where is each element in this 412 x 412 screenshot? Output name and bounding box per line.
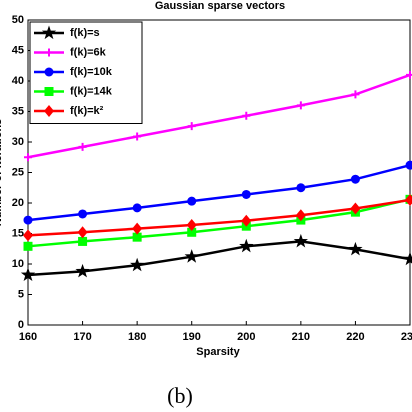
marker	[44, 105, 54, 117]
marker	[348, 241, 363, 256]
y-tick-label: 45	[12, 44, 24, 56]
series-line	[27, 198, 411, 237]
marker	[20, 267, 36, 282]
chart-title: Gaussian sparse vectors	[155, 0, 285, 12]
marker	[133, 132, 142, 141]
y-tick-label: 35	[12, 105, 24, 117]
legend-label: f(k)=10k	[70, 66, 113, 78]
marker	[241, 214, 252, 227]
caption: (b)	[167, 383, 193, 408]
legend-label: f(k)=14k	[70, 85, 113, 97]
x-tick-label: 160	[19, 331, 37, 343]
legend-label: f(k)=k²	[70, 105, 104, 117]
x-tick-label: 170	[73, 331, 91, 343]
x-tick-label: 220	[346, 331, 364, 343]
series-line	[27, 163, 411, 222]
y-tick-label: 50	[12, 14, 24, 26]
marker	[351, 90, 360, 99]
y-tick-label: 10	[12, 258, 24, 270]
marker	[41, 25, 57, 40]
marker	[405, 160, 412, 170]
marker	[239, 238, 254, 253]
marker	[130, 257, 145, 272]
x-tick-label: 210	[292, 331, 310, 343]
marker	[23, 241, 33, 251]
marker	[75, 263, 90, 278]
x-tick-label: 200	[237, 331, 255, 343]
x-tick-label: 230	[401, 331, 412, 343]
marker	[406, 70, 412, 79]
marker	[44, 67, 54, 77]
marker	[132, 203, 142, 213]
marker	[187, 122, 196, 131]
series-line	[27, 198, 411, 248]
marker	[296, 183, 306, 193]
marker	[295, 209, 306, 222]
x-axis-label: Sparsity	[196, 346, 240, 358]
marker	[187, 227, 197, 237]
marker	[187, 196, 197, 206]
y-tick-label: 40	[12, 75, 24, 87]
marker	[293, 233, 308, 248]
y-tick-label: 15	[12, 227, 24, 239]
marker	[44, 87, 54, 96]
marker	[78, 209, 88, 219]
marker	[78, 142, 87, 151]
marker	[45, 48, 53, 57]
marker	[132, 222, 143, 235]
marker	[186, 218, 197, 231]
marker	[132, 232, 142, 242]
y-tick-label: 5	[18, 288, 24, 300]
marker	[350, 174, 360, 184]
marker	[402, 251, 412, 266]
x-tick-label: 180	[128, 331, 146, 343]
marker	[24, 153, 32, 162]
marker	[77, 226, 88, 239]
marker	[296, 101, 305, 110]
marker	[23, 229, 33, 242]
marker	[241, 189, 251, 199]
series-line	[27, 240, 411, 277]
legend-label: f(k)=s	[70, 27, 100, 39]
marker	[350, 202, 361, 215]
marker	[23, 215, 33, 225]
legend-label: f(k)=6k	[70, 46, 107, 58]
y-tick-label: 0	[18, 319, 24, 331]
marker	[405, 193, 412, 206]
y-axis-label: Number of Iterations	[0, 119, 4, 227]
y-tick-label: 20	[12, 197, 24, 209]
marker	[184, 249, 199, 263]
y-tick-label: 30	[12, 136, 24, 148]
marker	[242, 111, 251, 120]
x-tick-label: 190	[183, 331, 201, 343]
marker	[78, 236, 88, 246]
series-line	[27, 73, 411, 159]
y-tick-label: 25	[12, 166, 24, 178]
